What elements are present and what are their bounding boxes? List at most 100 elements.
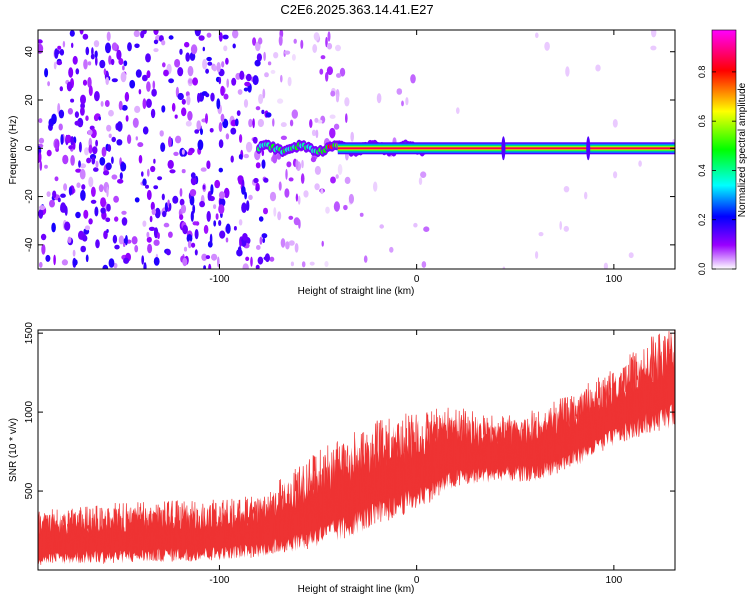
- spectrogram-cell: [94, 206, 99, 217]
- spectrogram-cell: [177, 67, 184, 77]
- spectrogram-cell: [111, 78, 118, 83]
- spectrogram-cell: [62, 154, 69, 165]
- colorbar: 0.0 0.2 0.4 0.6 0.8 Normalized spectral ampl…: [697, 29, 748, 276]
- spectrogram-cell: [88, 144, 93, 154]
- spectrogram-cell: [253, 177, 259, 184]
- spectrogram-cell: [153, 239, 160, 246]
- spectrogram-cell: [389, 246, 394, 253]
- spectrogram-cell: [103, 68, 107, 76]
- spectrogram-cell: [290, 261, 294, 267]
- spectrogram-cell: [118, 235, 125, 245]
- spectrogram-cell: [70, 155, 75, 166]
- spectrogram-cell: [146, 189, 152, 201]
- spectrogram-cell: [88, 218, 93, 225]
- spectrogram-cell: [62, 40, 66, 48]
- spectrogram-cell: [146, 231, 150, 238]
- spectrogram-cell: [264, 253, 270, 263]
- spectrogram-cell: [194, 129, 200, 134]
- spectrogram-cell: [186, 95, 191, 106]
- spectrogram-cell: [584, 191, 588, 200]
- spectrogram-cell: [86, 157, 92, 164]
- spectrogram-cell: [329, 127, 336, 139]
- spectrogram-cell: [243, 99, 249, 108]
- spectrogram-cell: [314, 117, 319, 123]
- signal-band-layer: [337, 147, 675, 150]
- spectrogram-cell: [64, 221, 71, 231]
- snr-line: [38, 330, 675, 565]
- spectrogram-cell: [75, 168, 82, 173]
- spectrogram-cell: [248, 194, 253, 200]
- spectrogram-cell: [303, 190, 309, 198]
- spectrogram-cell: [350, 131, 355, 142]
- spectrogram-cell: [613, 171, 618, 179]
- colorbar-tick-label: 0.2: [697, 213, 707, 226]
- spectrogram-cell: [651, 30, 657, 38]
- spectrogram-cell: [295, 193, 299, 202]
- spectrogram-cell: [90, 53, 95, 60]
- spectrogram-cell: [147, 243, 153, 254]
- spectrogram-cell: [87, 61, 92, 66]
- spectrogram-cell: [179, 198, 185, 206]
- spectrogram-cell: [420, 171, 427, 178]
- spectrogram-cell: [121, 104, 128, 111]
- spectrogram-cell: [207, 61, 213, 66]
- spectrogram-cell: [79, 163, 87, 169]
- spectrogram-cell: [209, 128, 214, 133]
- colorbar-gradient: [711, 29, 737, 270]
- spectrogram-cell: [111, 136, 116, 143]
- snr-frame: [37, 329, 676, 571]
- spectrogram-cell: [263, 207, 268, 215]
- spectrogram-cell: [535, 251, 539, 259]
- spectrogram-cell: [277, 98, 284, 104]
- spectrogram-cell: [218, 139, 224, 149]
- spectrogram-cell: [147, 168, 150, 177]
- colorbar-label: Normalized spectral amplitude: [737, 82, 748, 217]
- spectrogram-cell: [57, 197, 61, 203]
- spectrogram-cell: [120, 71, 127, 83]
- spectrogram-cell: [198, 35, 205, 41]
- snr-x-axis-label: Height of straight line (km): [298, 584, 415, 595]
- spectrogram-cell: [169, 169, 176, 174]
- spectrogram-y-ticks: -40 -20 0 20 40: [24, 46, 675, 252]
- spectrogram-cell: [181, 107, 187, 117]
- spectrogram-cell: [150, 201, 155, 211]
- spectrogram-cell: [61, 259, 68, 266]
- spectrogram-cell: [98, 184, 104, 193]
- spectrogram-cell: [192, 204, 196, 214]
- spectrogram-cell: [320, 188, 324, 195]
- spectrogram-cell: [221, 61, 225, 68]
- spectrogram-cell: [345, 113, 348, 123]
- colorbar-tick-label: 0.0: [697, 263, 707, 276]
- spectrogram-cell: [194, 229, 199, 240]
- spectrogram-cell: [72, 249, 76, 257]
- spectrogram-cell: [288, 240, 295, 246]
- spectrogram-cell: [216, 98, 221, 110]
- spectrogram-cell: [235, 118, 239, 127]
- spectrogram-cell: [91, 186, 96, 197]
- spectrogram-cell: [396, 88, 403, 95]
- spectrogram-cell: [325, 72, 329, 82]
- spectrogram-cell: [84, 147, 89, 156]
- spectrogram-cell: [74, 111, 79, 118]
- spectrogram-cell: [300, 39, 304, 50]
- spectrogram-cell: [116, 49, 122, 61]
- spectrogram-cell: [153, 185, 159, 190]
- spectrogram-cell: [410, 74, 416, 84]
- spectrogram-cell: [163, 69, 169, 77]
- spectrogram-cell: [138, 154, 143, 164]
- spectrogram-cell: [105, 77, 109, 85]
- spectrogram-cell: [78, 122, 83, 128]
- spectrogram-cell: [182, 224, 189, 235]
- spectrogram-cell: [565, 66, 570, 77]
- spectrogram-cell: [309, 119, 313, 128]
- spectrogram-cell: [405, 97, 409, 106]
- spectrogram-cell: [85, 46, 90, 56]
- spectrogram-cell: [175, 135, 182, 144]
- spectrogram-frame: [37, 29, 676, 270]
- spectrogram-cell: [133, 30, 140, 38]
- spectrogram-cell: [80, 106, 85, 116]
- spectrogram-cell: [88, 176, 94, 188]
- spectrogram-cell: [179, 48, 183, 55]
- spectrogram-cell: [80, 94, 86, 105]
- spectrogram-cell: [215, 213, 219, 220]
